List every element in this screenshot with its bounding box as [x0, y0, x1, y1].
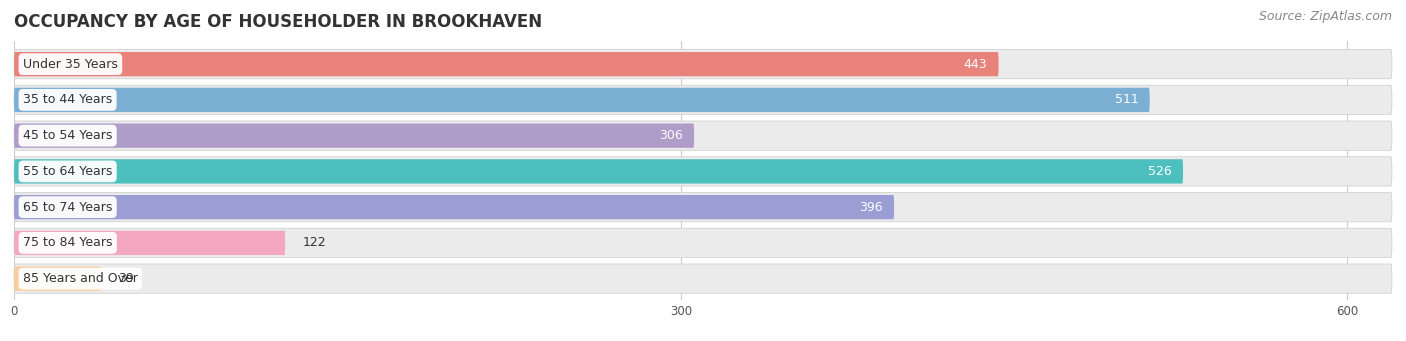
- FancyBboxPatch shape: [14, 231, 285, 255]
- FancyBboxPatch shape: [14, 85, 1392, 115]
- FancyBboxPatch shape: [14, 192, 1392, 222]
- Text: 55 to 64 Years: 55 to 64 Years: [22, 165, 112, 178]
- FancyBboxPatch shape: [14, 195, 894, 219]
- FancyBboxPatch shape: [14, 88, 1150, 112]
- Text: OCCUPANCY BY AGE OF HOUSEHOLDER IN BROOKHAVEN: OCCUPANCY BY AGE OF HOUSEHOLDER IN BROOK…: [14, 13, 543, 31]
- Text: 85 Years and Over: 85 Years and Over: [22, 272, 138, 285]
- Text: 35 to 44 Years: 35 to 44 Years: [22, 93, 112, 106]
- Text: 396: 396: [859, 201, 883, 214]
- Text: 39: 39: [118, 272, 134, 285]
- Text: 75 to 84 Years: 75 to 84 Years: [22, 236, 112, 249]
- FancyBboxPatch shape: [14, 228, 1392, 257]
- Text: Under 35 Years: Under 35 Years: [22, 58, 118, 71]
- FancyBboxPatch shape: [14, 157, 1392, 186]
- Text: 306: 306: [659, 129, 683, 142]
- FancyBboxPatch shape: [14, 123, 695, 148]
- Text: 65 to 74 Years: 65 to 74 Years: [22, 201, 112, 214]
- Text: 443: 443: [965, 58, 987, 71]
- FancyBboxPatch shape: [14, 52, 998, 76]
- FancyBboxPatch shape: [14, 264, 1392, 293]
- FancyBboxPatch shape: [14, 159, 1182, 183]
- FancyBboxPatch shape: [14, 121, 1392, 150]
- FancyBboxPatch shape: [14, 266, 101, 291]
- Text: 45 to 54 Years: 45 to 54 Years: [22, 129, 112, 142]
- Text: 122: 122: [302, 236, 326, 249]
- FancyBboxPatch shape: [14, 49, 1392, 79]
- Text: Source: ZipAtlas.com: Source: ZipAtlas.com: [1258, 10, 1392, 23]
- Text: 511: 511: [1115, 93, 1139, 106]
- Text: 526: 526: [1149, 165, 1173, 178]
